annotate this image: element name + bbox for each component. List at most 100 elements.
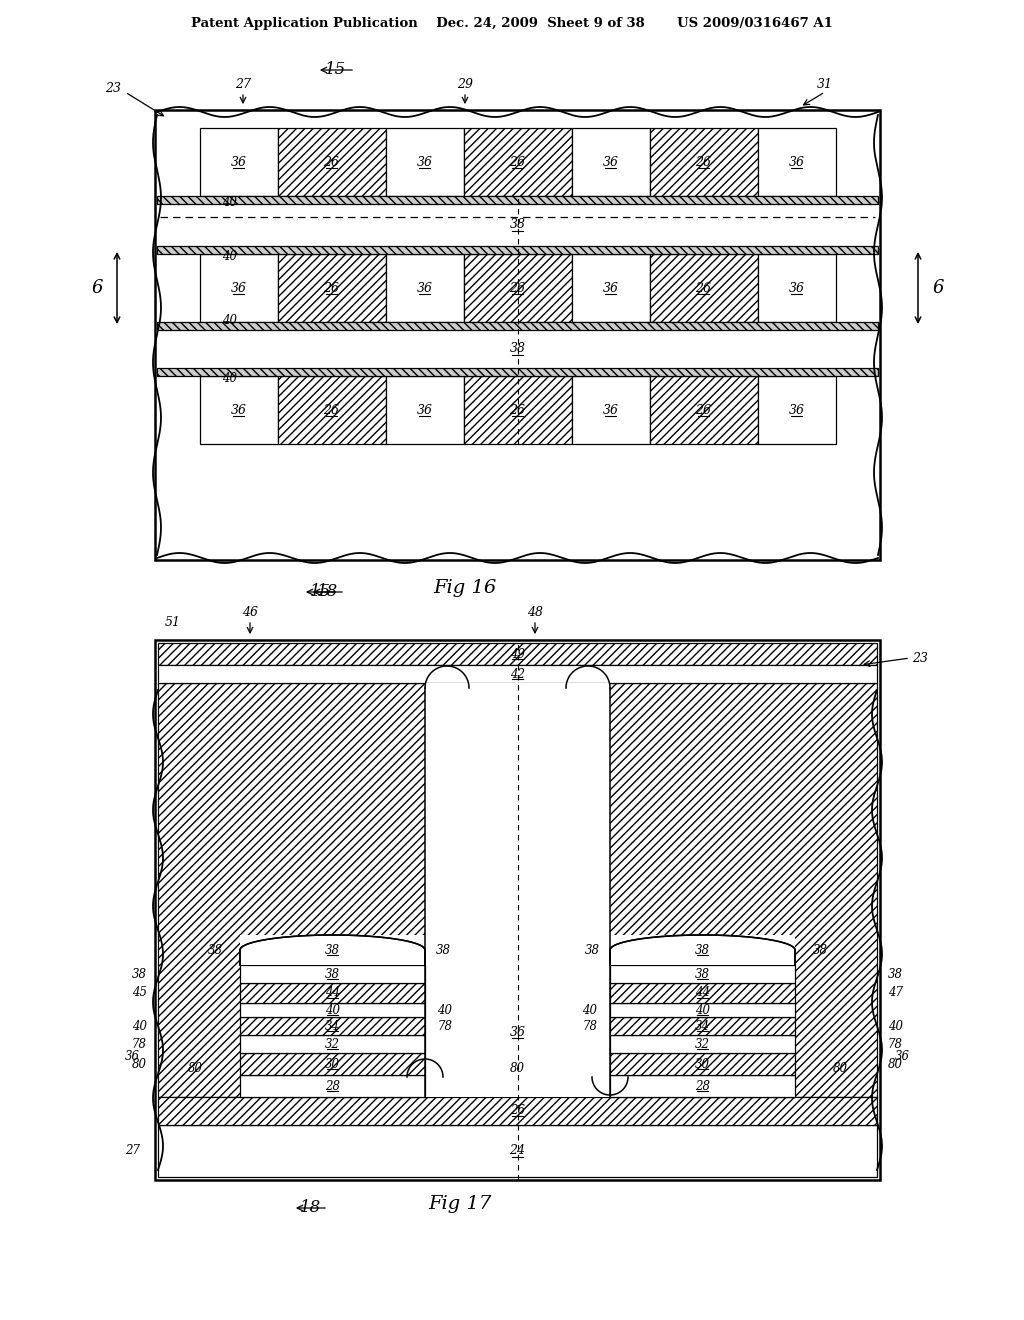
Text: 78: 78 xyxy=(132,1038,147,1051)
Text: 80: 80 xyxy=(888,1057,903,1071)
Text: 36: 36 xyxy=(125,1051,140,1064)
Bar xyxy=(610,1074,795,1097)
Text: 36: 36 xyxy=(788,281,805,294)
Text: 26: 26 xyxy=(695,281,712,294)
Bar xyxy=(758,253,836,322)
Text: 32: 32 xyxy=(325,1038,340,1051)
Text: 6: 6 xyxy=(91,279,103,297)
Text: 78: 78 xyxy=(583,1019,597,1032)
Text: 36: 36 xyxy=(788,156,805,169)
Bar xyxy=(155,640,880,1180)
Text: 36: 36 xyxy=(788,404,805,417)
Text: 30: 30 xyxy=(325,1057,340,1071)
Bar xyxy=(158,682,877,1097)
Bar xyxy=(610,983,795,1003)
Text: 78: 78 xyxy=(437,1019,453,1032)
Text: 26: 26 xyxy=(324,156,340,169)
Text: Fig 16: Fig 16 xyxy=(433,579,497,597)
Text: 47: 47 xyxy=(888,986,903,999)
Text: 51: 51 xyxy=(165,615,181,628)
Bar xyxy=(157,246,878,253)
Bar xyxy=(241,935,424,965)
Text: 36: 36 xyxy=(602,281,618,294)
Bar xyxy=(240,1053,425,1074)
Text: 40: 40 xyxy=(222,371,238,384)
Text: 18: 18 xyxy=(316,583,338,601)
Text: 38: 38 xyxy=(132,968,147,981)
Bar xyxy=(464,128,571,195)
Text: 15: 15 xyxy=(309,583,331,601)
Bar xyxy=(571,253,649,322)
Text: 36: 36 xyxy=(602,404,618,417)
Bar xyxy=(385,128,464,195)
Text: 38: 38 xyxy=(695,968,710,981)
Text: 38: 38 xyxy=(325,968,340,981)
Text: 38: 38 xyxy=(325,944,340,957)
Bar xyxy=(758,376,836,444)
Bar xyxy=(649,376,758,444)
Text: 36: 36 xyxy=(417,404,432,417)
Bar xyxy=(278,253,385,322)
Text: 48: 48 xyxy=(527,606,543,619)
Text: 38: 38 xyxy=(812,944,827,957)
Bar xyxy=(240,1003,425,1016)
Bar xyxy=(158,665,877,682)
Text: 38: 38 xyxy=(888,968,903,981)
Bar xyxy=(278,376,385,444)
Text: 45: 45 xyxy=(132,986,147,999)
Text: 24: 24 xyxy=(510,1144,525,1158)
Text: 38: 38 xyxy=(510,342,525,355)
Text: 42: 42 xyxy=(510,668,525,681)
Text: 34: 34 xyxy=(695,1019,710,1032)
Text: 28: 28 xyxy=(325,1080,340,1093)
Text: 38: 38 xyxy=(208,944,222,957)
Text: 26: 26 xyxy=(510,156,525,169)
Text: 26: 26 xyxy=(695,404,712,417)
Text: 38: 38 xyxy=(695,944,710,957)
Bar xyxy=(611,935,794,965)
Bar xyxy=(649,253,758,322)
Bar xyxy=(464,376,571,444)
Text: 30: 30 xyxy=(695,1057,710,1071)
Bar xyxy=(240,1074,425,1097)
Bar xyxy=(385,253,464,322)
Text: 26: 26 xyxy=(324,281,340,294)
Text: 26: 26 xyxy=(324,404,340,417)
Bar xyxy=(385,376,464,444)
Text: 40: 40 xyxy=(222,197,238,210)
Bar xyxy=(200,376,278,444)
Bar xyxy=(571,376,649,444)
Text: 80: 80 xyxy=(187,1063,203,1076)
Bar xyxy=(158,1125,877,1177)
Text: 15: 15 xyxy=(325,62,346,78)
Text: Fig 17: Fig 17 xyxy=(428,1195,492,1213)
Text: 49: 49 xyxy=(510,648,525,660)
Text: 38: 38 xyxy=(585,944,599,957)
Text: 27: 27 xyxy=(234,78,251,91)
Text: 23: 23 xyxy=(912,652,928,664)
Text: 23: 23 xyxy=(105,82,121,95)
Text: 26: 26 xyxy=(510,1105,525,1118)
Text: 26: 26 xyxy=(510,281,525,294)
Text: 36: 36 xyxy=(895,1051,910,1064)
Text: 80: 80 xyxy=(510,1063,525,1076)
Bar xyxy=(158,1097,877,1125)
Bar xyxy=(610,1003,795,1016)
Text: 40: 40 xyxy=(222,314,238,326)
Bar xyxy=(240,1016,425,1035)
Text: 26: 26 xyxy=(695,156,712,169)
Text: 34: 34 xyxy=(325,1019,340,1032)
Bar xyxy=(758,128,836,195)
Bar xyxy=(610,1053,795,1074)
Bar xyxy=(610,1035,795,1053)
Bar xyxy=(158,643,877,665)
Bar xyxy=(157,195,878,205)
Bar xyxy=(240,983,425,1003)
Bar xyxy=(649,128,758,195)
Text: 38: 38 xyxy=(510,219,525,231)
Text: 29: 29 xyxy=(457,78,473,91)
Text: 6: 6 xyxy=(932,279,943,297)
Bar xyxy=(240,1035,425,1053)
Text: 36: 36 xyxy=(230,404,247,417)
Bar xyxy=(240,935,425,965)
